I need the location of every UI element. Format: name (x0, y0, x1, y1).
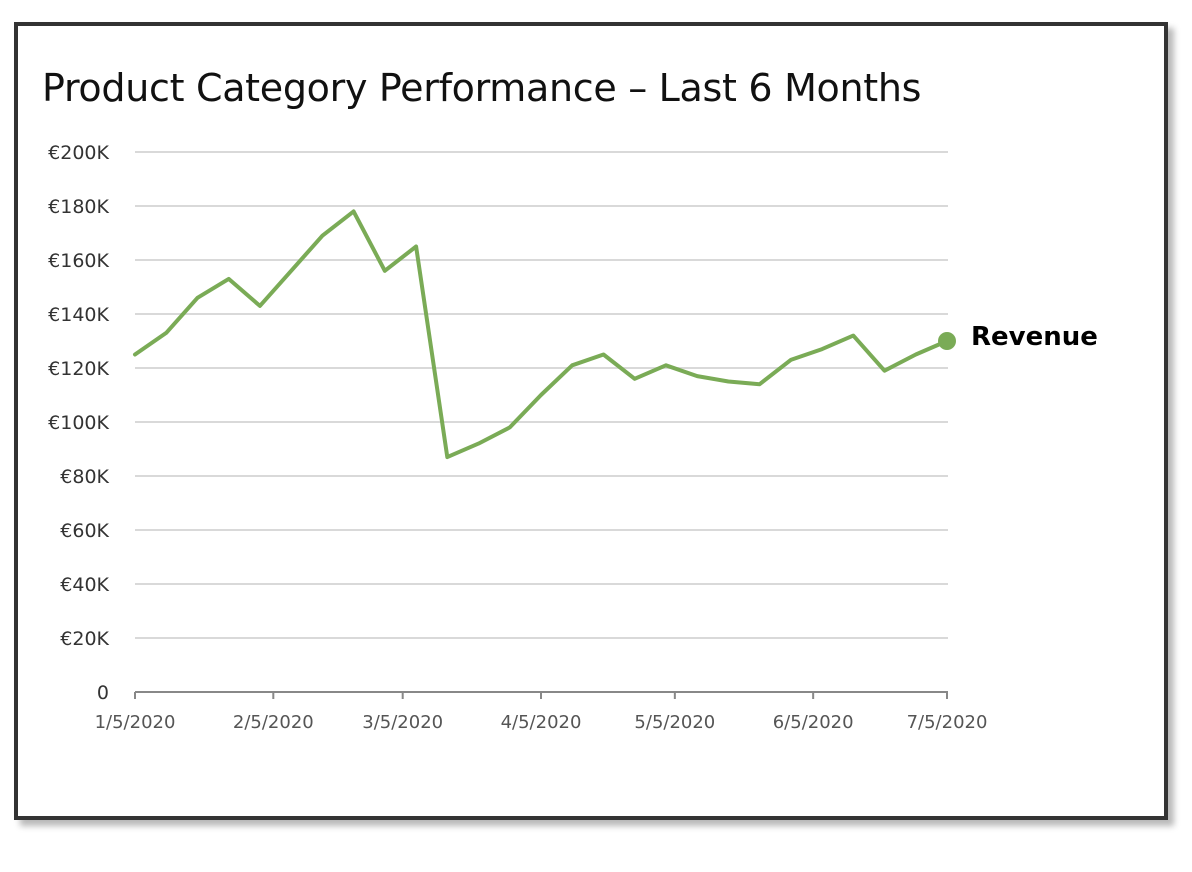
series-layer: Revenue (133, 209, 1098, 460)
y-tick-label: €140K (48, 304, 109, 326)
y-tick-label: €40K (60, 574, 109, 596)
series-line-revenue (133, 209, 949, 460)
x-axis-tick-labels: 1/5/2020 2/5/2020 3/5/2020 4/5/2020 5/5/2020… (95, 712, 988, 733)
x-tick-label: 6/5/2020 (773, 712, 854, 733)
y-tick-label: €80K (60, 466, 109, 488)
y-tick-label: €200K (48, 142, 109, 164)
x-tick-label: 4/5/2020 (501, 712, 582, 733)
x-axis (134, 691, 948, 699)
y-axis-tick-labels: 0 €20K €40K €60K €80K €100K €120K €140K €160K €18… (48, 142, 109, 704)
y-tick-label: €160K (48, 250, 109, 272)
y-tick-label: €60K (60, 520, 109, 542)
series-end-marker (938, 332, 956, 350)
x-tick-label: 1/5/2020 (95, 712, 176, 733)
y-tick-label: €100K (48, 412, 109, 434)
y-tick-label: 0 (97, 682, 109, 704)
chart-title: Product Category Performance – Last 6 Mo… (42, 66, 922, 110)
series-label: Revenue (971, 322, 1098, 352)
x-tick-label: 3/5/2020 (362, 712, 443, 733)
x-tick-label: 5/5/2020 (634, 712, 715, 733)
x-tick-label: 7/5/2020 (907, 712, 988, 733)
y-tick-label: €20K (60, 628, 109, 650)
x-tick-label: 2/5/2020 (233, 712, 314, 733)
y-tick-label: €180K (48, 196, 109, 218)
y-tick-label: €120K (48, 358, 109, 380)
gridlines (135, 151, 948, 639)
